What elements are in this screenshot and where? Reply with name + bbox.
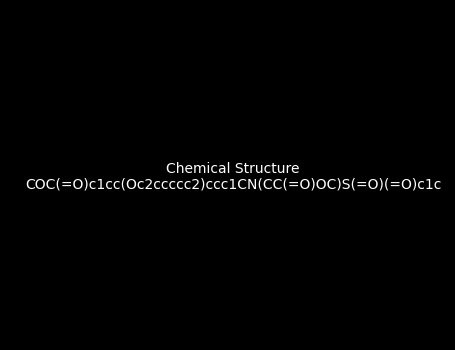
Text: Chemical Structure
COC(=O)c1cc(Oc2ccccc2)ccc1CN(CC(=O)OC)S(=O)(=O)c1c: Chemical Structure COC(=O)c1cc(Oc2ccccc2…	[25, 162, 441, 192]
